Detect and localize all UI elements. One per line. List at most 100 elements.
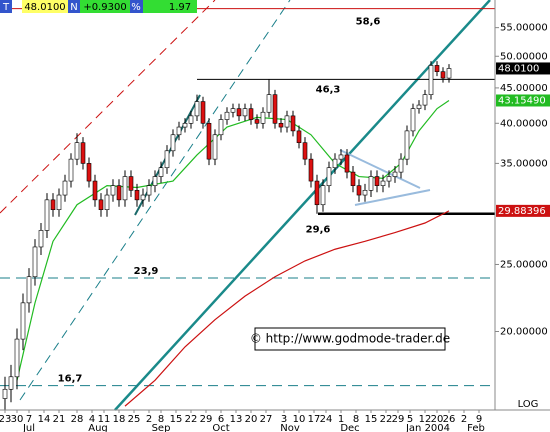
x-tick-label: 29 bbox=[392, 414, 405, 425]
candle-body bbox=[164, 150, 170, 169]
x-tick-label: 11 bbox=[98, 414, 111, 425]
x-tick-label: 12 bbox=[419, 414, 432, 425]
header-cell bbox=[130, 0, 143, 13]
channel-line bbox=[0, 0, 216, 214]
header-cell bbox=[0, 0, 12, 13]
candle-body bbox=[236, 108, 242, 117]
x-tick-label: 2 bbox=[461, 414, 467, 425]
candle-body bbox=[332, 158, 338, 169]
header-cell bbox=[22, 0, 68, 13]
candle-body bbox=[440, 71, 446, 79]
x-tick-label: 5 bbox=[407, 414, 413, 425]
value-label: 43.15490 bbox=[498, 95, 546, 106]
x-tick-label: 30 bbox=[11, 414, 24, 425]
candle-body bbox=[2, 388, 8, 399]
candle-body bbox=[116, 185, 122, 201]
x-tick-label: 8 bbox=[353, 414, 359, 425]
candle-body bbox=[416, 104, 422, 109]
value-label: 48.0100 bbox=[498, 63, 539, 74]
header-cell bbox=[68, 0, 80, 13]
candle-body bbox=[410, 108, 416, 132]
candle-body bbox=[266, 94, 272, 113]
header-pct: 1.97 bbox=[169, 2, 191, 13]
candle-body bbox=[32, 246, 38, 278]
candle-body bbox=[158, 167, 164, 177]
trend-line bbox=[114, 0, 491, 411]
candle-body bbox=[392, 171, 398, 177]
candle-body bbox=[308, 158, 314, 182]
candle-body bbox=[176, 126, 182, 136]
triangle-line bbox=[354, 189, 431, 206]
value-label-box bbox=[496, 94, 550, 107]
header-cell bbox=[80, 0, 130, 13]
candle-body bbox=[428, 65, 434, 95]
candle-body bbox=[14, 338, 20, 378]
y-tick-label: 25.00000 bbox=[500, 259, 548, 270]
x-tick-label: 2 bbox=[146, 414, 152, 425]
level-label: 46,3 bbox=[316, 84, 341, 95]
x-tick-label: 21 bbox=[53, 414, 66, 425]
candle-body bbox=[50, 199, 56, 211]
x-tick-label: 17 bbox=[308, 414, 321, 425]
candle-body bbox=[356, 185, 362, 196]
x-tick-label: 22 bbox=[185, 414, 198, 425]
header-symbol: T bbox=[2, 2, 10, 13]
candle-body bbox=[284, 115, 290, 128]
candle-body bbox=[314, 180, 320, 206]
x-tick-label: 6 bbox=[218, 414, 224, 425]
candle-body bbox=[422, 94, 428, 106]
month-label: Feb bbox=[467, 423, 485, 432]
y-tick-label: 55.00000 bbox=[500, 23, 548, 34]
value-label-box bbox=[496, 62, 550, 75]
channel-line bbox=[19, 0, 291, 401]
candle-body bbox=[290, 115, 296, 132]
x-tick-label: 4 bbox=[89, 414, 95, 425]
x-tick-label: 9 bbox=[476, 414, 482, 425]
candle-body bbox=[254, 119, 260, 124]
watermark-box bbox=[254, 327, 446, 351]
candle-body bbox=[302, 142, 308, 160]
candle-body bbox=[362, 190, 368, 196]
candle-body bbox=[68, 158, 74, 182]
candle-body bbox=[146, 185, 152, 196]
candle-body bbox=[434, 65, 440, 72]
candle-body bbox=[278, 122, 284, 128]
candle-body bbox=[218, 119, 224, 136]
x-tick-label: 7 bbox=[26, 414, 32, 425]
candle-body bbox=[86, 163, 92, 182]
x-tick-label: 28 bbox=[71, 414, 84, 425]
month-label: Sep bbox=[152, 423, 171, 432]
candle-body bbox=[152, 176, 158, 186]
y-tick-label: 50.00000 bbox=[500, 51, 548, 62]
candle-body bbox=[320, 185, 326, 206]
candle-body bbox=[338, 154, 344, 160]
candle-body bbox=[446, 68, 452, 79]
header-last: 48.0100 bbox=[24, 2, 65, 13]
header-change: +0.9300 bbox=[83, 2, 126, 13]
x-tick-label: 20 bbox=[431, 414, 444, 425]
level-label: 23,9 bbox=[134, 266, 159, 277]
candle-body bbox=[296, 130, 302, 143]
x-tick-label: 10 bbox=[293, 414, 306, 425]
header-cell bbox=[143, 0, 197, 13]
month-label: Aug bbox=[88, 423, 108, 432]
x-tick-label: 8 bbox=[158, 414, 164, 425]
candle-body bbox=[248, 108, 254, 120]
watermark: © http://www.godmode-trader.de bbox=[250, 332, 450, 346]
candle-body bbox=[140, 194, 146, 201]
x-tick-label: 15 bbox=[365, 414, 378, 425]
x-tick-label: 27 bbox=[260, 414, 273, 425]
value-label: 29.88396 bbox=[498, 206, 546, 217]
candle-body bbox=[38, 230, 44, 248]
candle-body bbox=[272, 94, 278, 124]
candle-body bbox=[350, 171, 356, 186]
x-tick-label: 29 bbox=[200, 414, 213, 425]
triangle-line bbox=[339, 149, 421, 189]
level-label: 58,6 bbox=[356, 17, 381, 28]
y-tick-label: 35.00000 bbox=[500, 158, 548, 169]
candle-body bbox=[170, 134, 176, 152]
candle-body bbox=[92, 180, 98, 201]
candle-body bbox=[122, 176, 128, 201]
value-label-box bbox=[496, 204, 550, 217]
month-label: Jan 2004 bbox=[405, 423, 450, 432]
